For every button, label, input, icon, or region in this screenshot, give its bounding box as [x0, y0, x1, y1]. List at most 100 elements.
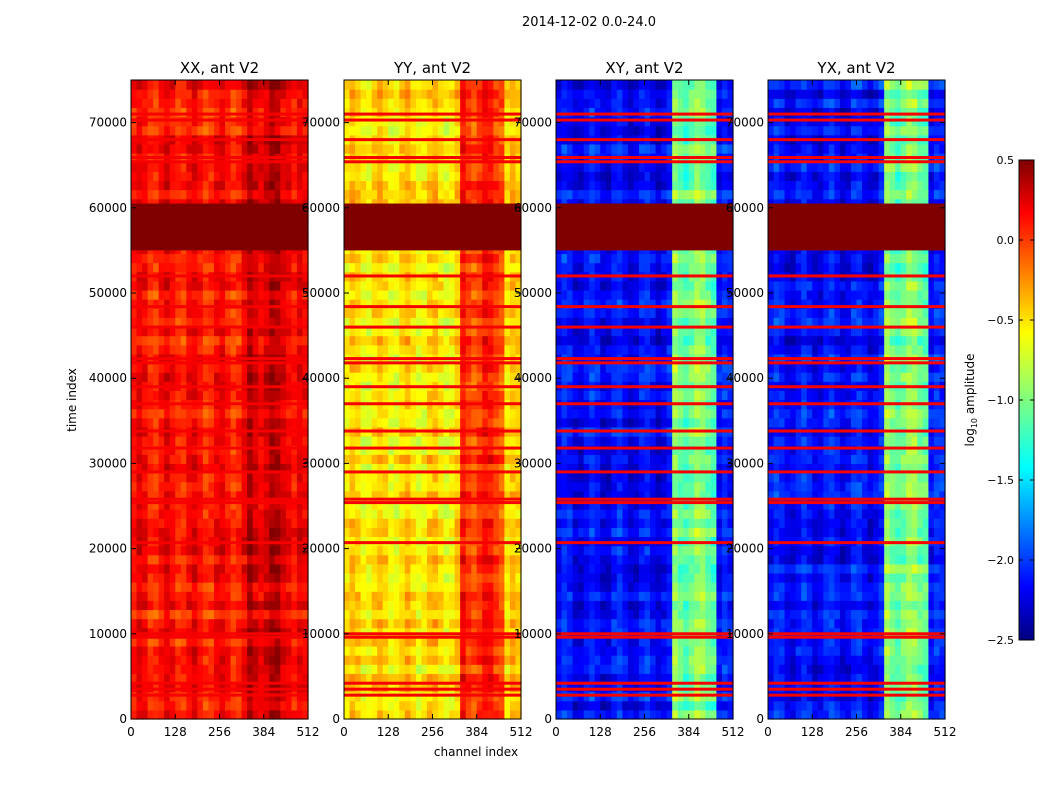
heatmap-cell [460, 682, 467, 693]
heatmap-cell [202, 499, 210, 510]
heatmap-cell [399, 445, 406, 455]
heatmap-cell [443, 645, 450, 656]
heatmap-cell [164, 673, 171, 684]
heatmap-cell [191, 563, 198, 574]
heatmap-cell [388, 299, 395, 309]
heatmap-cell [388, 664, 395, 674]
heatmap-cell [344, 408, 351, 419]
heatmap-cell [493, 509, 500, 519]
heatmap-cell [677, 673, 684, 684]
heatmap-cell [147, 280, 154, 291]
heatmap-cell [186, 636, 193, 647]
heatmap-cell [252, 436, 259, 446]
heatmap-cell [515, 527, 522, 538]
heatmap-cell [360, 289, 367, 300]
heatmap-cell [274, 655, 281, 665]
heatmap-cell [432, 490, 439, 501]
heatmap-cell [388, 98, 395, 108]
heatmap-cell [153, 563, 160, 574]
heatmap-cell [509, 645, 517, 656]
heatmap-cell [465, 618, 472, 629]
heatmap-cell [236, 554, 243, 565]
heatmap-cell [493, 390, 500, 401]
heatmap-cell [482, 518, 489, 528]
heatmap-cell [280, 454, 287, 464]
heatmap-cell [454, 344, 461, 355]
heatmap-cell [153, 609, 160, 620]
heatmap-cell [136, 171, 143, 182]
heatmap-cell [213, 335, 221, 346]
heatmap-cell [180, 171, 187, 182]
heatmap-cell [225, 591, 232, 601]
heatmap-cell [438, 545, 445, 556]
x-tick-label: 512 [510, 725, 533, 739]
heatmap-cell [476, 673, 483, 684]
heatmap-cell [504, 545, 511, 556]
heatmap-cell [274, 499, 281, 510]
heatmap-cell [131, 472, 138, 483]
heatmap-cell [197, 289, 204, 300]
heatmap-cell [158, 655, 165, 665]
heatmap-cell [247, 262, 254, 273]
heatmap-cell [280, 490, 287, 501]
heatmap-cell [471, 125, 478, 136]
heatmap-cell [263, 326, 270, 337]
heatmap-cell [460, 262, 467, 273]
heatmap-cell [147, 527, 154, 538]
heatmap-cell [366, 563, 373, 574]
heatmap-cell [460, 180, 467, 191]
heatmap-cell [493, 709, 500, 720]
heatmap-cell [415, 600, 423, 611]
heatmap-cell [291, 527, 298, 538]
heatmap-cell [694, 609, 701, 620]
heatmap-cell [454, 481, 461, 492]
heatmap-cell [399, 326, 406, 337]
heatmap-cell [241, 436, 248, 446]
heatmap-cell [153, 472, 160, 483]
heatmap-cell [302, 98, 309, 108]
heatmap-cell [147, 253, 154, 264]
heatmap-cell [131, 125, 138, 136]
heatmap-cell [493, 299, 500, 309]
heatmap-cell [230, 700, 237, 711]
heatmap-cell [247, 509, 254, 519]
heatmap-cell [136, 682, 143, 693]
heatmap-cell [482, 591, 489, 601]
heatmap-cell [197, 709, 204, 720]
heatmap-cell [180, 362, 187, 373]
heatmap-cell [487, 636, 494, 647]
heatmap-cell [377, 554, 384, 565]
heatmap-cell [213, 89, 221, 99]
heatmap-cell [454, 390, 461, 401]
heatmap-cell [349, 417, 356, 428]
heatmap-cell [382, 362, 389, 373]
heatmap-cell [230, 600, 237, 611]
heatmap-cell [285, 472, 293, 483]
heatmap-cell [360, 107, 367, 118]
heatmap-cell [421, 317, 428, 328]
heatmap-cell [465, 664, 472, 674]
heatmap-cell [377, 673, 384, 684]
heatmap-cell [280, 417, 287, 428]
heatmap-cell [371, 463, 378, 474]
heatmap-cell [622, 709, 629, 720]
heatmap-cell [131, 454, 138, 464]
heatmap-cell [633, 609, 640, 620]
heatmap-cell [164, 527, 171, 538]
heatmap-cell [460, 125, 467, 136]
heatmap-cell [388, 545, 395, 556]
heatmap-cell [404, 518, 411, 528]
heatmap-cell [142, 545, 149, 556]
heatmap-cell [710, 645, 718, 656]
heatmap-cell [449, 609, 456, 620]
heatmap-cell [465, 362, 472, 373]
heatmap-cell [366, 572, 373, 583]
heatmap-cell [291, 490, 298, 501]
heatmap-cell [213, 545, 221, 556]
flagged-time-row [131, 687, 308, 691]
heatmap-cell [426, 299, 434, 309]
heatmap-cell [460, 299, 467, 309]
heatmap-cell [454, 509, 461, 519]
heatmap-cell [432, 180, 439, 191]
heatmap-cell [622, 664, 629, 674]
